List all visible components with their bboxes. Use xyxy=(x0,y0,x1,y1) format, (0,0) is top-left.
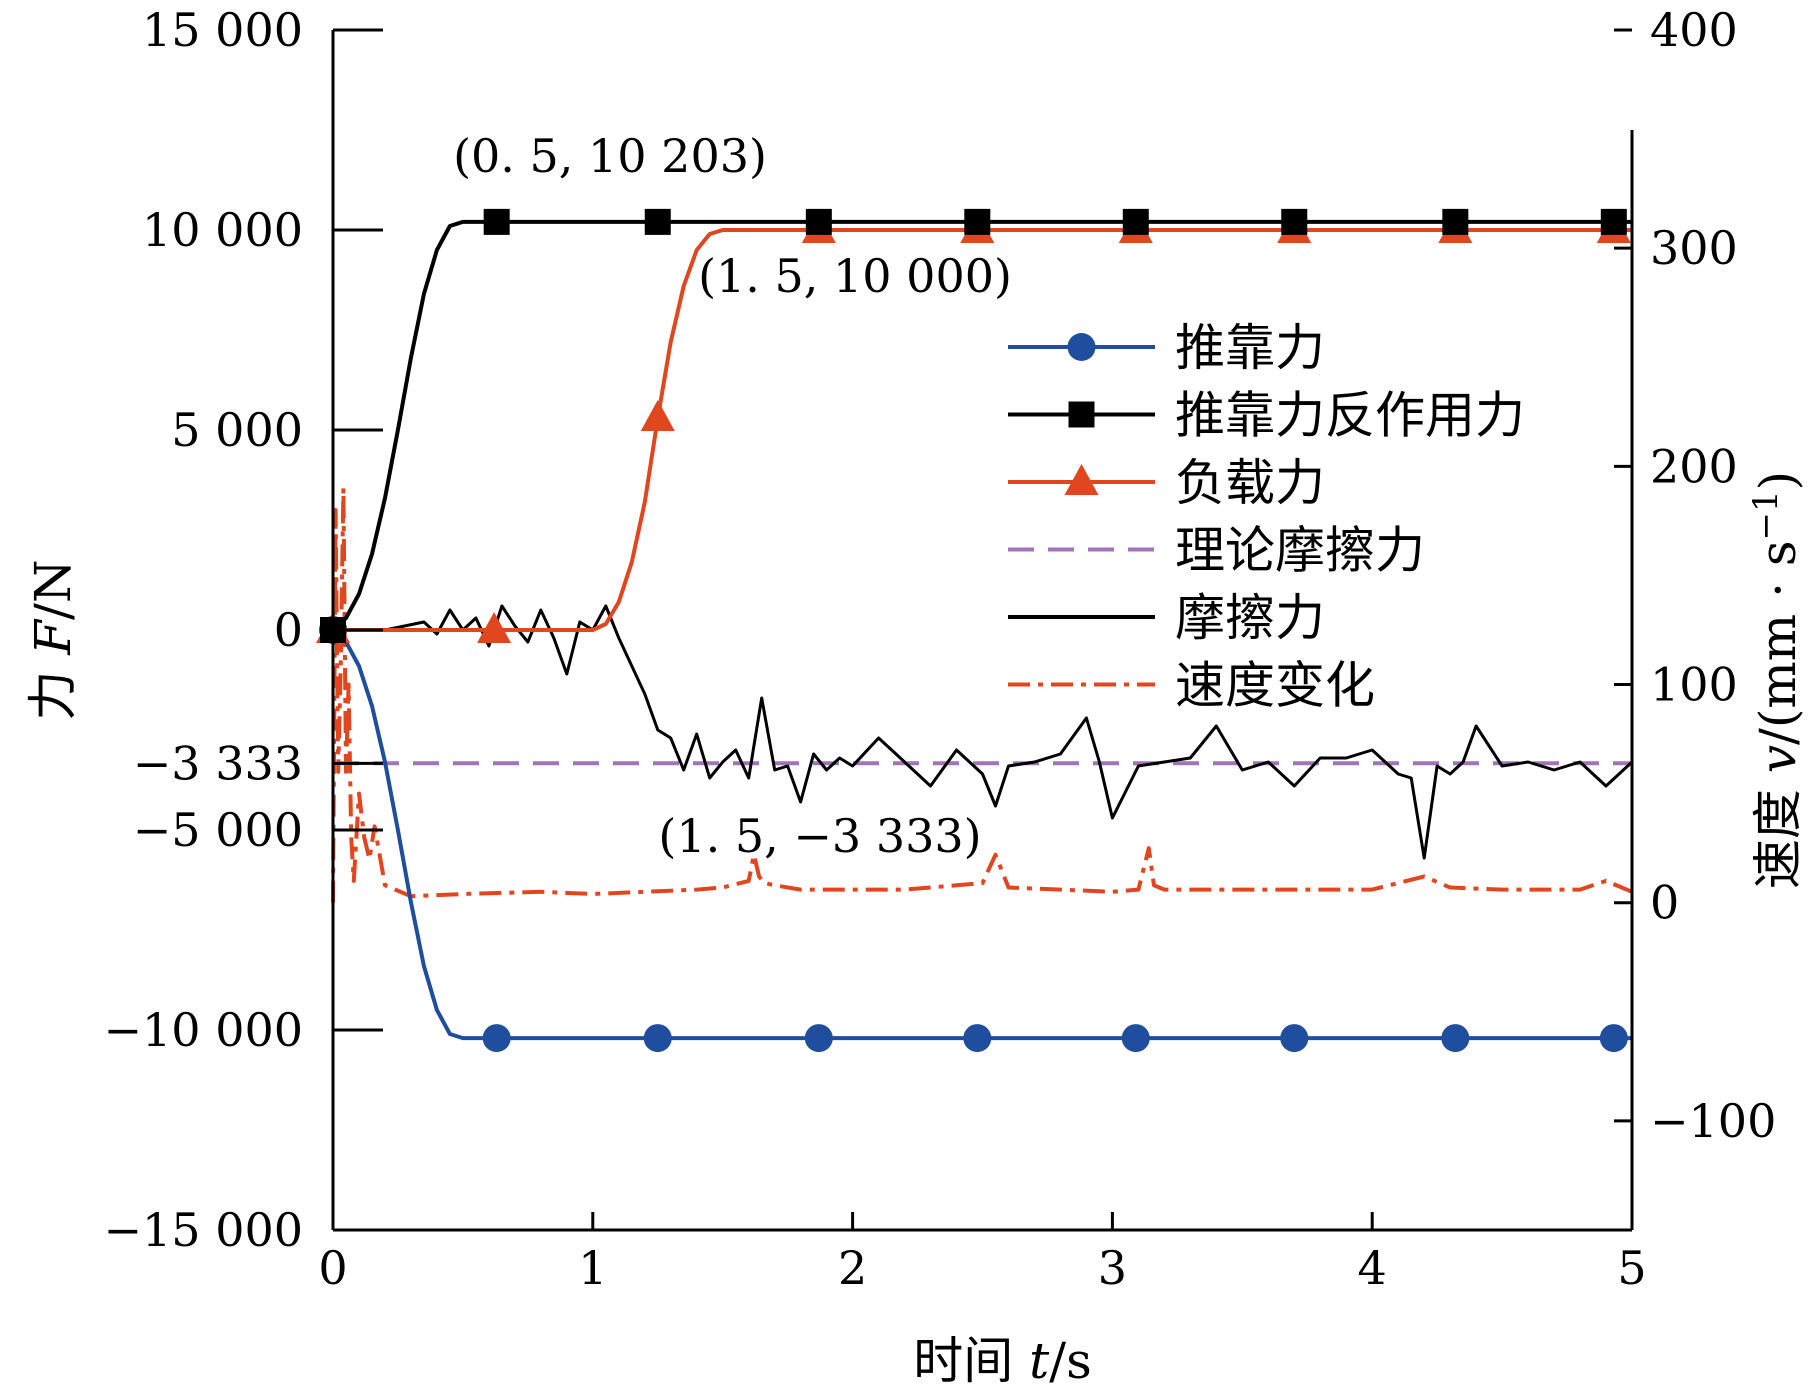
y-left-tick-label: 10 000 xyxy=(142,203,303,257)
series-marker-reaction-8 xyxy=(1600,208,1627,235)
y-left-axis-title: 力 F/N xyxy=(24,559,82,720)
legend-label-friction: 摩擦力 xyxy=(1175,589,1325,647)
series-marker-push-2 xyxy=(643,1024,672,1053)
y-left-tick-label: 0 xyxy=(274,603,303,657)
y-right-tick-label: 300 xyxy=(1650,221,1738,275)
series-line-push xyxy=(331,628,1632,1041)
y-left-tick-label: −15 000 xyxy=(104,1203,304,1257)
x-tick-label: 0 xyxy=(318,1241,347,1295)
y-right-axis-title-close: ) xyxy=(1749,471,1807,491)
series-line-friction xyxy=(333,604,1634,860)
y-right-axis-title-sup: −1 xyxy=(1746,490,1786,540)
series-marker-push-6 xyxy=(1280,1024,1309,1053)
legend-label-push: 推靠力 xyxy=(1175,319,1325,377)
y-right-axis-title-suffix: /(mm · s xyxy=(1749,540,1807,745)
y-left-tick-label: 5 000 xyxy=(171,403,303,457)
legend-marker-push xyxy=(1067,333,1096,361)
x-axis-title-prefix: 时间 xyxy=(913,1332,1029,1390)
legend-label-reaction: 推靠力反作用力 xyxy=(1175,387,1525,445)
series-marker-reaction-7 xyxy=(1442,208,1469,235)
series-marker-push-1 xyxy=(482,1024,511,1053)
y-left-axis-title-prefix: 力 xyxy=(24,655,82,721)
x-axis-title-var: t xyxy=(1029,1332,1050,1390)
y-right-tick-label: 100 xyxy=(1650,658,1738,712)
series-marker-reaction-5 xyxy=(1122,208,1149,235)
axes-layer: 0 1 2 3 4 5 15 000 10 000 5 000 0 −3 333 −5 000 −10 … xyxy=(24,3,1807,1390)
annotation-2: (1. 5, −3 333) xyxy=(658,809,981,863)
y-right-axis-title-var: v xyxy=(1749,745,1807,773)
y-right-tick-label: −100 xyxy=(1650,1094,1776,1148)
y-right-tick-label: 400 xyxy=(1650,3,1738,57)
series-marker-reaction-2 xyxy=(644,208,671,235)
x-tick-label: 1 xyxy=(578,1241,607,1295)
series-marker-load-2 xyxy=(640,400,675,431)
y-left-axis-title-var: F xyxy=(24,618,82,656)
series-line-load xyxy=(333,228,1632,632)
x-axis-title-suffix: /s xyxy=(1049,1332,1092,1390)
series-marker-push-5 xyxy=(1121,1024,1150,1053)
x-axis-title: 时间 t/s xyxy=(913,1332,1092,1390)
series-marker-push-3 xyxy=(804,1024,833,1053)
y-left-tick-label: −3 333 xyxy=(133,736,303,790)
y-right-axis-title-prefix: 速度 xyxy=(1749,773,1807,889)
series-line-reaction xyxy=(331,219,1632,632)
y-left-tick-label: −10 000 xyxy=(104,1003,304,1057)
series-marker-push-7 xyxy=(1441,1024,1470,1053)
y-left-axis-title-suffix: /N xyxy=(24,559,82,620)
x-tick-label: 5 xyxy=(1617,1241,1646,1295)
y-left-tick-label: 15 000 xyxy=(142,3,303,57)
series-line-velocity xyxy=(331,486,1633,903)
series-marker-push-8 xyxy=(1599,1024,1628,1053)
x-tick-label: 2 xyxy=(838,1241,867,1295)
x-tick-label: 4 xyxy=(1358,1241,1387,1295)
series-marker-push-4 xyxy=(963,1024,992,1053)
legend-marker-load xyxy=(1064,464,1099,495)
series-marker-reaction-1 xyxy=(483,208,510,235)
legend-label-load: 负载力 xyxy=(1175,454,1325,512)
y-right-axis-title: 速度 v/(mm · s−1) xyxy=(1746,471,1807,889)
y-right-tick-label: 0 xyxy=(1650,876,1679,930)
y-left-tick-label: −5 000 xyxy=(133,803,303,857)
annotation-1: (1. 5, 10 000) xyxy=(698,249,1012,303)
legend-label-velocity: 速度变化 xyxy=(1175,657,1375,715)
legend-label-theory: 理论摩擦力 xyxy=(1175,522,1425,580)
y-right-tick-label: 200 xyxy=(1650,439,1738,493)
series-marker-reaction-3 xyxy=(805,208,832,235)
annotation-layer: (0. 5, 10 203) (1. 5, 10 000) (1. 5, −3 33… xyxy=(453,129,1012,863)
annotation-0: (0. 5, 10 203) xyxy=(453,129,767,183)
x-tick-label: 3 xyxy=(1098,1241,1127,1295)
legend-marker-reaction xyxy=(1068,401,1095,428)
series-marker-load-1 xyxy=(477,612,512,643)
series-marker-reaction-6 xyxy=(1281,208,1308,235)
series-marker-reaction-4 xyxy=(964,208,991,235)
series-layer xyxy=(316,208,1634,1053)
